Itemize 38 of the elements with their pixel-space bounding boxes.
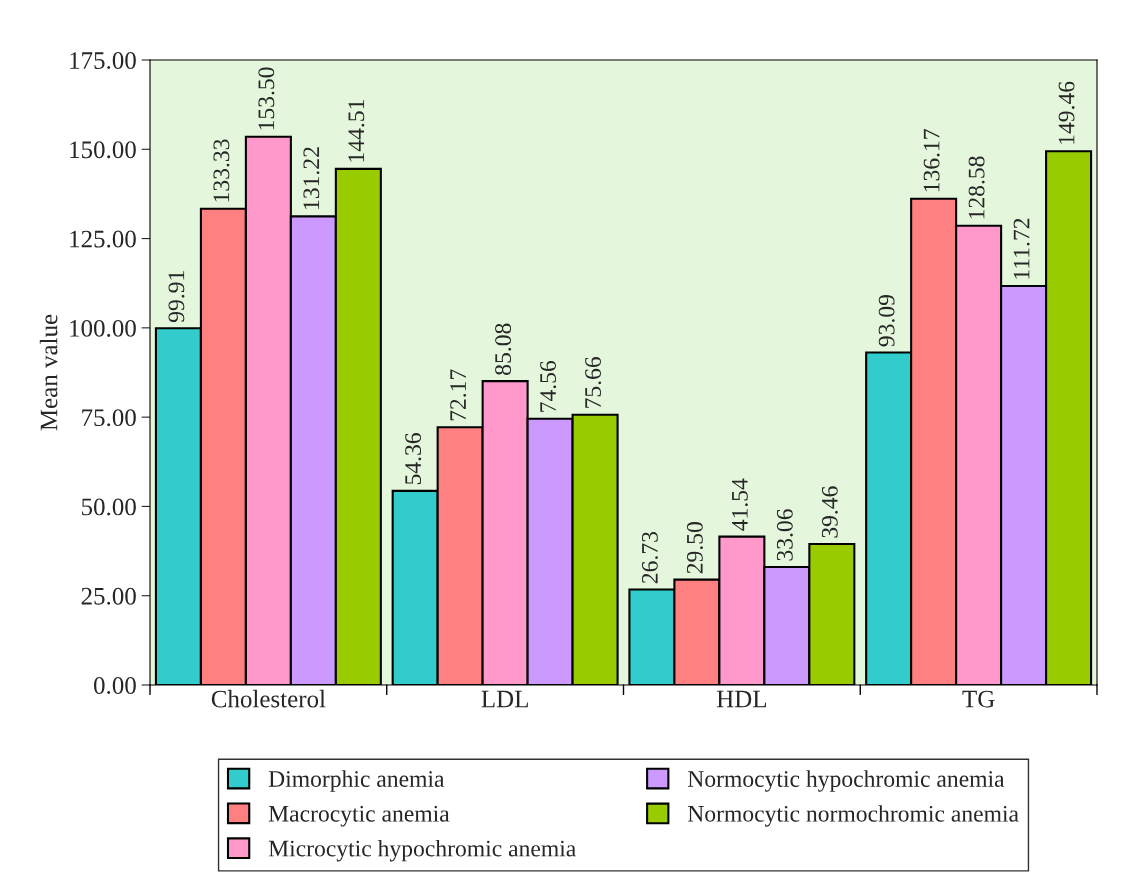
data-label: 39.46 (821, 486, 838, 538)
data-label: 93.09 (878, 295, 895, 347)
legend-label: Microcytic hypochromic anemia (268, 839, 576, 862)
legend-label: Dimorphic anemia (268, 770, 445, 792)
x-tick-label: TG (962, 690, 995, 708)
y-tick-label: 25.00 (81, 587, 136, 605)
data-label: 111.72 (1013, 218, 1030, 279)
y-tick-label: 100.00 (70, 319, 136, 337)
legend-label: Macrocytic anemia (268, 805, 450, 827)
data-label: 29.50 (686, 522, 703, 574)
y-tick-label: 150.00 (70, 141, 136, 159)
data-label: 99.91 (168, 271, 185, 323)
data-label: 54.36 (405, 433, 422, 485)
data-label: 85.08 (495, 323, 512, 375)
data-label: 153.50 (258, 67, 275, 130)
data-label: 26.73 (641, 531, 658, 584)
y-tick-label: 175.00 (70, 52, 136, 70)
x-tick-label: LDL (481, 690, 528, 708)
data-label: 33.06 (776, 509, 793, 561)
y-tick-label: 75.00 (82, 409, 136, 427)
data-label: 131.22 (303, 147, 320, 209)
legend-label: Normocytic normochromic anemia (687, 805, 1019, 827)
x-tick-label: HDL (716, 690, 767, 708)
data-label: 149.46 (1058, 81, 1075, 144)
data-label: 72.17 (450, 369, 467, 421)
y-tick-label: 50.00 (82, 498, 136, 516)
legend-label: Normocytic hypochromic anemia (687, 770, 1005, 792)
y-axis-title: Mean value (39, 314, 58, 431)
data-label: 136.17 (923, 129, 940, 192)
data-label: 128.58 (968, 156, 985, 219)
x-tick-label: Cholesterol (211, 689, 326, 708)
data-label: 133.33 (213, 139, 230, 202)
data-label: 41.54 (731, 478, 748, 531)
data-label: 74.56 (540, 360, 557, 412)
y-tick-label: 0.00 (94, 677, 136, 695)
y-tick-label: 125.00 (70, 230, 136, 248)
data-label: 144.51 (348, 100, 365, 162)
data-label: 75.66 (585, 357, 602, 408)
